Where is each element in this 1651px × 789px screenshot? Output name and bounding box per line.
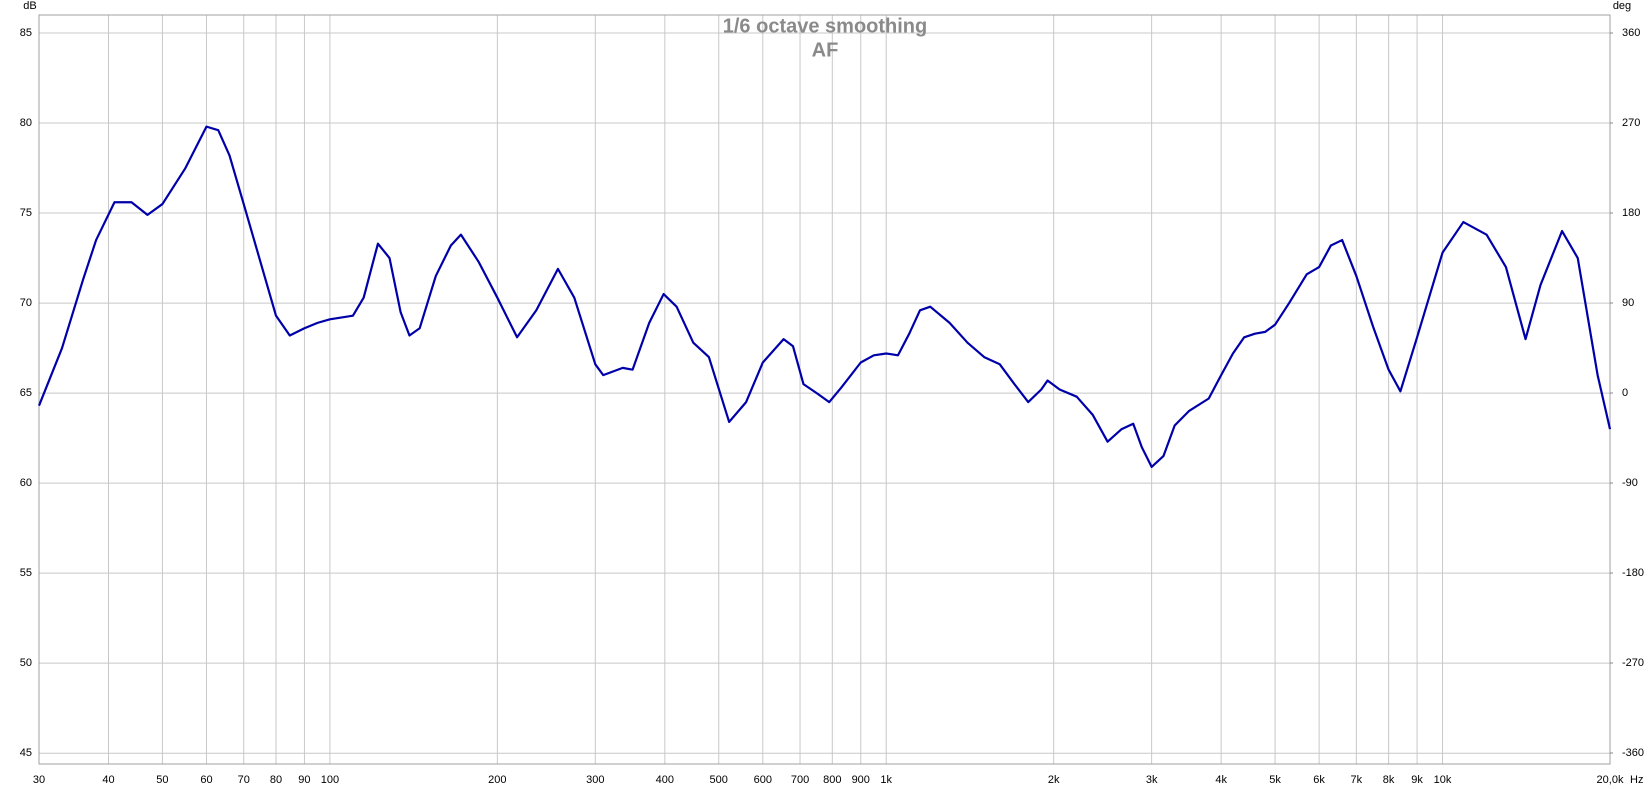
x-tick-label: 60 — [200, 774, 212, 786]
y2-tick-label: 180 — [1622, 207, 1640, 219]
x-tick-label: 30 — [33, 774, 45, 786]
x-tick-label: 6k — [1313, 774, 1325, 786]
x-tick-label: 800 — [823, 774, 841, 786]
x-tick-label: 40 — [102, 774, 114, 786]
y-tick-label: 65 — [20, 387, 32, 399]
x-tick-label: 2k — [1048, 774, 1060, 786]
x-tick-label: 1k — [880, 774, 892, 786]
x-tick-label: 700 — [791, 774, 809, 786]
grid — [38, 15, 1611, 764]
x-tick-label: 90 — [298, 774, 310, 786]
x-tick-label: 50 — [156, 774, 168, 786]
y-tick-label: 80 — [20, 117, 32, 129]
x-tick-label: 200 — [488, 774, 506, 786]
x-tick-label: 600 — [754, 774, 772, 786]
y-tick-label: 85 — [20, 27, 32, 39]
x-axis-label: Hz — [1630, 774, 1643, 786]
y2-tick-label: -180 — [1622, 567, 1644, 579]
plot-frame — [38, 14, 1611, 765]
y2-tick-label: 0 — [1622, 387, 1628, 399]
x-tick-label: 5k — [1269, 774, 1281, 786]
y2-tick-label: -270 — [1622, 657, 1644, 669]
y-tick-label: 70 — [20, 297, 32, 309]
y-tick-label: 45 — [20, 747, 32, 759]
y2-axis-label: deg — [1613, 0, 1631, 12]
x-tick-label: 900 — [852, 774, 870, 786]
x-tick-label: 8k — [1383, 774, 1395, 786]
y-tick-label: 55 — [20, 567, 32, 579]
y-tick-label: 75 — [20, 207, 32, 219]
x-tick-label: 20,0k — [1597, 774, 1624, 786]
x-tick-label: 300 — [586, 774, 604, 786]
y-axis-label: dB — [23, 0, 36, 12]
data-line — [37, 125, 1612, 469]
y-tick-label: 60 — [20, 477, 32, 489]
y2-tick-label: -360 — [1622, 747, 1644, 759]
x-tick-label: 500 — [710, 774, 728, 786]
y2-tick-label: -90 — [1622, 477, 1638, 489]
y-tick-label: 50 — [20, 657, 32, 669]
chart-title: 1/6 octave smoothing — [723, 15, 928, 37]
y2-tick-label: 360 — [1622, 27, 1640, 39]
x-tick-label: 10k — [1434, 774, 1452, 786]
x-tick-label: 100 — [321, 774, 339, 786]
x-tick-label: 9k — [1411, 774, 1423, 786]
x-tick-label: 80 — [270, 774, 282, 786]
x-tick-label: 70 — [238, 774, 250, 786]
x-tick-label: 3k — [1146, 774, 1158, 786]
x-tick-label: 7k — [1351, 774, 1363, 786]
x-tick-label: 4k — [1215, 774, 1227, 786]
y2-tick-label: 90 — [1622, 297, 1634, 309]
x-tick-label: 400 — [656, 774, 674, 786]
y2-tick-label: 270 — [1622, 117, 1640, 129]
chart-subtitle: AF — [812, 39, 839, 61]
